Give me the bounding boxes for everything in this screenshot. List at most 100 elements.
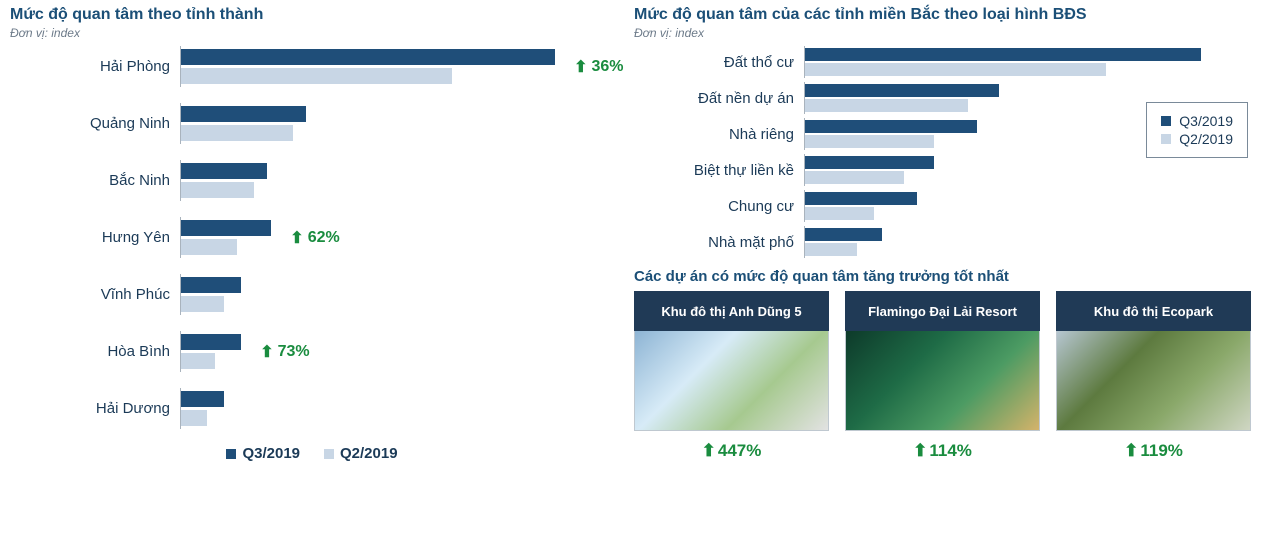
legend-q3: Q3/2019 <box>1161 113 1233 129</box>
bar-label: Hòa Bình <box>10 343 180 360</box>
growth-label: ⬆ 73% <box>260 342 309 362</box>
arrow-up-icon: ⬆ <box>913 441 927 460</box>
bar-q3 <box>805 48 1201 61</box>
bar-label: Biệt thự liền kề <box>634 162 804 179</box>
bar-q2 <box>181 296 224 312</box>
bar-q2 <box>805 99 968 112</box>
bar-area <box>180 217 610 258</box>
legend-q2: Q2/2019 <box>324 445 398 462</box>
growth-value: 114% <box>929 441 972 460</box>
bar-q2 <box>181 410 207 426</box>
bar-area <box>180 46 610 87</box>
projects-title: Các dự án có mức độ quan tâm tăng trưởng… <box>634 268 1268 285</box>
growth-label: ⬆ 62% <box>290 228 339 248</box>
bar-q3 <box>805 120 977 133</box>
growth-value: 62% <box>308 229 340 247</box>
bar-q2 <box>805 63 1106 76</box>
bar-row: Chung cư <box>634 190 1268 222</box>
arrow-up-icon: ⬆ <box>1124 441 1138 460</box>
bar-area <box>804 226 1234 258</box>
project-card: Khu đô thị Anh Dũng 5 ⬆447% <box>634 291 829 461</box>
card-image <box>634 331 829 431</box>
arrow-up-icon: ⬆ <box>702 441 716 460</box>
bar-q3 <box>181 49 555 65</box>
bar-label: Hải Phòng <box>10 58 180 75</box>
bar-label: Chung cư <box>634 198 804 215</box>
bar-area <box>180 331 610 372</box>
left-panel: Mức độ quan tâm theo tỉnh thành Đơn vị: … <box>10 6 634 462</box>
card-image <box>845 331 1040 431</box>
bar-q2 <box>805 243 857 256</box>
bar-label: Quảng Ninh <box>10 115 180 132</box>
left-legend: Q3/2019 Q2/2019 <box>10 445 614 462</box>
bar-q2 <box>181 239 237 255</box>
arrow-up-icon: ⬆ <box>260 342 273 362</box>
bar-row: Hưng Yên ⬆ 62% <box>10 217 614 258</box>
bar-area <box>180 388 610 429</box>
bar-row: Bắc Ninh <box>10 160 614 201</box>
bar-q3 <box>181 163 267 179</box>
card-title: Khu đô thị Anh Dũng 5 <box>634 291 829 331</box>
bar-q2 <box>181 182 254 198</box>
bar-area <box>804 46 1234 78</box>
card-growth: ⬆114% <box>845 441 1040 461</box>
bar-label: Đất thổ cư <box>634 54 804 71</box>
bar-row: Nhà mặt phố <box>634 226 1268 258</box>
left-subtitle: Đơn vị: index <box>10 26 614 40</box>
bar-q3 <box>805 192 917 205</box>
bar-area <box>804 154 1234 186</box>
bar-area <box>180 160 610 201</box>
growth-value: 447% <box>718 441 761 460</box>
bar-label: Đất nền dự án <box>634 90 804 107</box>
bar-q3 <box>181 391 224 407</box>
bar-q3 <box>805 228 882 241</box>
growth-value: 73% <box>278 343 310 361</box>
bar-q3 <box>805 156 934 169</box>
bar-row: Vĩnh Phúc <box>10 274 614 315</box>
bar-row: Hải Dương <box>10 388 614 429</box>
card-growth: ⬆447% <box>634 441 829 461</box>
legend-q2: Q2/2019 <box>1161 131 1233 147</box>
right-legend: Q3/2019 Q2/2019 <box>1146 102 1248 158</box>
right-panel: Mức độ quan tâm của các tỉnh miền Bắc th… <box>634 6 1268 462</box>
bar-label: Hưng Yên <box>10 229 180 246</box>
right-title: Mức độ quan tâm của các tỉnh miền Bắc th… <box>634 6 1268 24</box>
card-title: Flamingo Đại Lải Resort <box>845 291 1040 331</box>
bar-area <box>180 274 610 315</box>
card-growth: ⬆119% <box>1056 441 1251 461</box>
bar-q3 <box>181 220 271 236</box>
bar-q2 <box>805 171 904 184</box>
project-cards: Khu đô thị Anh Dũng 5⬆447%Flamingo Đại L… <box>634 291 1268 461</box>
bar-label: Hải Dương <box>10 400 180 417</box>
bar-row: Hòa Bình ⬆ 73% <box>10 331 614 372</box>
bar-q3 <box>181 277 241 293</box>
bar-row: Hải Phòng⬆36% <box>10 46 614 87</box>
left-chart: Hải Phòng⬆36%Quảng NinhBắc NinhHưng Yên⬆… <box>10 46 614 429</box>
bar-q3 <box>181 106 306 122</box>
project-card: Flamingo Đại Lải Resort ⬆114% <box>845 291 1040 461</box>
bar-q2 <box>181 68 452 84</box>
bar-area <box>180 103 610 144</box>
legend-q3: Q3/2019 <box>226 445 300 462</box>
card-title: Khu đô thị Ecopark <box>1056 291 1251 331</box>
bar-q2 <box>181 353 215 369</box>
bar-row: Biệt thự liền kề <box>634 154 1268 186</box>
bar-row: Đất thổ cư <box>634 46 1268 78</box>
bar-label: Nhà riêng <box>634 126 804 143</box>
bar-label: Vĩnh Phúc <box>10 286 180 303</box>
bar-q3 <box>181 334 241 350</box>
bar-q2 <box>805 207 874 220</box>
bar-area <box>804 190 1234 222</box>
bar-q2 <box>805 135 934 148</box>
bar-label: Nhà mặt phố <box>634 234 804 251</box>
growth-label: ⬆ 36% <box>574 57 623 77</box>
growth-value: 36% <box>592 58 624 76</box>
card-image <box>1056 331 1251 431</box>
left-title: Mức độ quan tâm theo tỉnh thành <box>10 6 614 24</box>
bar-q2 <box>181 125 293 141</box>
bar-label: Bắc Ninh <box>10 172 180 189</box>
arrow-up-icon: ⬆ <box>290 228 303 248</box>
bar-row: Quảng Ninh <box>10 103 614 144</box>
project-card: Khu đô thị Ecopark ⬆119% <box>1056 291 1251 461</box>
arrow-up-icon: ⬆ <box>574 57 587 77</box>
